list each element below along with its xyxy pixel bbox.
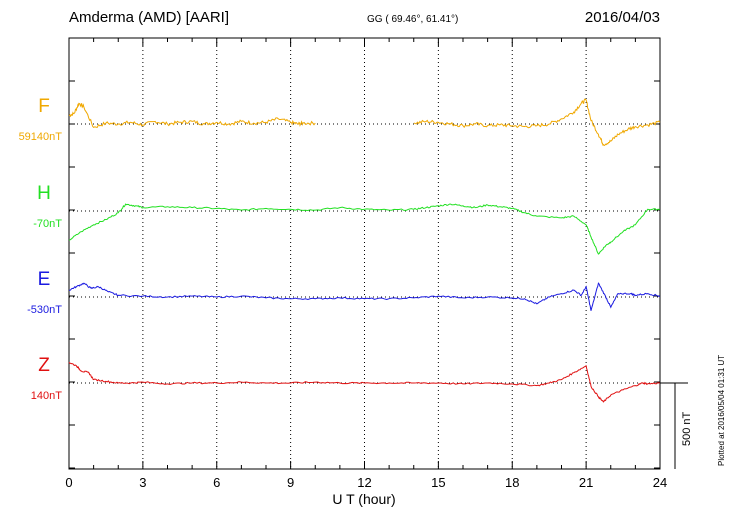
baseline-label-h: -70nT	[33, 218, 62, 230]
component-labels: F 59140nT H -70nT E -530nT Z 140nT	[19, 96, 63, 402]
grid	[69, 38, 660, 469]
x-tick-label: 9	[287, 475, 294, 490]
x-tick-label: 3	[139, 475, 146, 490]
component-label-h: H	[37, 183, 51, 204]
x-tick-label: 21	[579, 475, 593, 490]
station-title: Amderma (AMD) [AARI]	[69, 9, 229, 26]
series-line-z	[68, 362, 660, 403]
baseline-label-z: 140nT	[31, 390, 62, 402]
scale-bar-label: 500 nT	[681, 411, 693, 446]
scale-bar: 500 nT	[660, 382, 693, 469]
series-line-h	[68, 203, 661, 255]
series-line-f	[68, 98, 661, 147]
x-tick-label: 24	[653, 475, 667, 490]
plotted-note: Plotted at 2016/05/04 01:31 UT	[717, 355, 726, 466]
series-group	[68, 98, 661, 403]
coordinates-label: GG ( 69.46°, 61.41°)	[367, 14, 458, 25]
component-label-e: E	[38, 269, 51, 290]
component-label-z: Z	[38, 355, 50, 376]
series-line-e	[68, 282, 661, 311]
baseline-label-f: 59140nT	[19, 131, 63, 143]
x-tick-labels: 0 3 6 9 12 15 18 21 24	[65, 475, 667, 490]
baseline-label-e: -530nT	[27, 304, 62, 316]
component-label-f: F	[38, 96, 50, 117]
x-tick-label: 15	[431, 475, 445, 490]
x-tick-label: 12	[357, 475, 371, 490]
x-axis-title: U T (hour)	[332, 491, 395, 507]
date-label: 2016/04/03	[585, 9, 660, 26]
x-tick-label: 6	[213, 475, 220, 490]
x-tick-label: 0	[65, 475, 72, 490]
x-tick-label: 18	[505, 475, 519, 490]
